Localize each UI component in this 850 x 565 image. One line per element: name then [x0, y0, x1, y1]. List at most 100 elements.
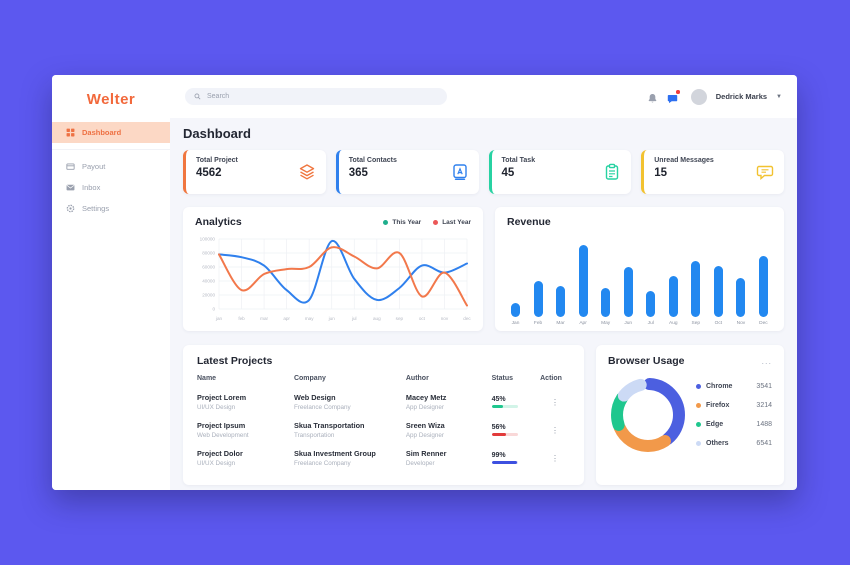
svg-text:100000: 100000: [200, 237, 216, 242]
sidebar-nav: Dashboard Payout Inbox Settings: [52, 122, 170, 219]
stat-cards-row: Total Project 4562 Total Contacts 365 Total …: [183, 150, 784, 194]
charts-row: Analytics This Year Last Year 100000 80000…: [183, 207, 784, 331]
svg-text:oct: oct: [419, 316, 426, 321]
stat-value: 4562: [196, 167, 222, 179]
browser-donut-chart: [611, 378, 685, 452]
sidebar-item-label: Settings: [82, 204, 110, 213]
chat-bubble-icon: [756, 163, 774, 181]
browser-value: 1488: [756, 421, 772, 428]
progress-bar: [491, 461, 518, 465]
bar-label: Nov: [736, 321, 746, 326]
clipboard-icon: [603, 163, 621, 181]
page-title: Dashboard: [183, 126, 251, 141]
company-type: Freelance Company: [293, 404, 351, 411]
notifications-bell-icon[interactable]: [647, 91, 658, 103]
search-input[interactable]: Search: [185, 88, 447, 105]
svg-text:apr: apr: [283, 316, 290, 321]
browser-usage-card: Browser Usage ... Chrome 3541 Firefox 3214 E…: [596, 345, 784, 485]
revenue-bar-mar: Mar: [556, 238, 566, 326]
messages-chat-icon[interactable]: [667, 90, 680, 104]
column-header-name: Name: [197, 375, 217, 382]
app-logo: Welter: [86, 91, 136, 108]
revenue-bar-nov: Nov: [736, 238, 746, 326]
stat-value: 45: [501, 167, 515, 179]
sidebar-item-label: Dashboard: [82, 128, 122, 137]
svg-text:aug: aug: [373, 316, 381, 321]
stat-label: Total Contacts: [348, 157, 397, 164]
search-icon: [194, 93, 201, 100]
revenue-bar-jul: Jul: [646, 238, 656, 326]
analytics-title: Analytics: [195, 216, 242, 228]
revenue-card: Revenue Jan Feb Mar Apr May Jun Jul Aug Sep Oct No…: [495, 207, 784, 331]
legend-item-last-year[interactable]: Last Year: [433, 219, 471, 226]
project-name: Project Dolor: [197, 449, 243, 458]
sidebar-item-settings[interactable]: Settings: [52, 198, 170, 219]
bottom-row: Latest Projects Name Company Author Status A…: [183, 345, 784, 485]
sidebar-divider: [52, 149, 170, 150]
author-role: App Designer: [405, 432, 445, 439]
row-action-menu-icon[interactable]: ⋮: [551, 453, 560, 463]
bar-label: Feb: [533, 321, 543, 326]
bar-label: Jun: [624, 321, 633, 326]
company-type: Transportation: [293, 432, 335, 439]
sidebar-item-dashboard[interactable]: Dashboard: [52, 122, 170, 143]
browser-legend-item-chrome: Chrome 3541: [696, 377, 772, 396]
project-category: UI/UX Design: [197, 460, 236, 467]
bar: [578, 245, 588, 317]
app-window: Welter Dashboard Payout Inbox Settings Sear…: [52, 75, 797, 490]
revenue-bar-dec: Dec: [758, 238, 768, 326]
grid-icon: [66, 128, 75, 137]
project-name: Project Ipsum: [197, 421, 246, 430]
column-header-action: Action: [540, 375, 562, 382]
bar-label: May: [601, 321, 611, 326]
company-name: Skua Investment Group: [293, 449, 376, 458]
legend-dot: [696, 441, 701, 446]
revenue-title: Revenue: [507, 216, 551, 228]
browser-legend: Chrome 3541 Firefox 3214 Edge 1488 Others 6541: [696, 377, 772, 453]
sidebar-item-inbox[interactable]: Inbox: [52, 177, 170, 198]
author-name: Sim Renner: [405, 449, 447, 458]
sidebar-item-payout[interactable]: Payout: [52, 156, 170, 177]
bar-label: Aug: [669, 321, 678, 326]
latest-projects-title: Latest Projects: [197, 355, 273, 367]
column-header-author: Author: [405, 375, 429, 382]
user-avatar[interactable]: [690, 88, 707, 105]
project-category: UI/UX Design: [197, 404, 236, 411]
row-action-menu-icon[interactable]: ⋮: [551, 397, 560, 407]
browser-legend-item-others: Others 6541: [696, 434, 772, 453]
bar-label: Mar: [556, 321, 565, 326]
topbar: Search Dedrick Marks ▼: [170, 75, 797, 118]
revenue-bar-feb: Feb: [533, 238, 543, 326]
svg-text:40000: 40000: [202, 279, 215, 284]
bar: [713, 266, 723, 317]
gear-icon: [66, 204, 75, 213]
svg-text:20000: 20000: [202, 293, 215, 298]
bar: [511, 303, 520, 317]
company-name: Web Design: [293, 393, 336, 402]
bar: [758, 256, 768, 317]
browser-usage-title: Browser Usage: [608, 355, 685, 367]
chevron-down-icon[interactable]: ▼: [776, 93, 782, 100]
table-row: Project Dolor UI/UX Design Skua Investment…: [197, 444, 570, 472]
more-menu-icon[interactable]: ...: [761, 356, 772, 366]
browser-legend-item-firefox: Firefox 3214: [696, 396, 772, 415]
sidebar-item-label: Payout: [82, 162, 106, 171]
row-action-menu-icon[interactable]: ⋮: [551, 425, 560, 435]
sidebar: Welter Dashboard Payout Inbox Settings: [52, 75, 170, 490]
analytics-legend: This Year Last Year: [383, 219, 471, 226]
table-row: Project Lorem UI/UX Design Web Design Freel…: [197, 388, 570, 416]
revenue-bar-jan: Jan: [511, 238, 520, 326]
stat-value: 365: [348, 167, 368, 179]
legend-item-this-year[interactable]: This Year: [383, 219, 421, 226]
author-role: App Designer: [405, 404, 445, 411]
legend-dot: [696, 422, 701, 427]
bar: [623, 267, 633, 317]
stat-label: Total Project: [196, 157, 238, 164]
svg-text:jun: jun: [328, 316, 336, 321]
legend-dot: [696, 403, 701, 408]
stat-card-total-contacts: Total Contacts 365: [335, 150, 479, 194]
bar: [556, 286, 566, 317]
stat-label: Unread Messages: [654, 157, 714, 164]
